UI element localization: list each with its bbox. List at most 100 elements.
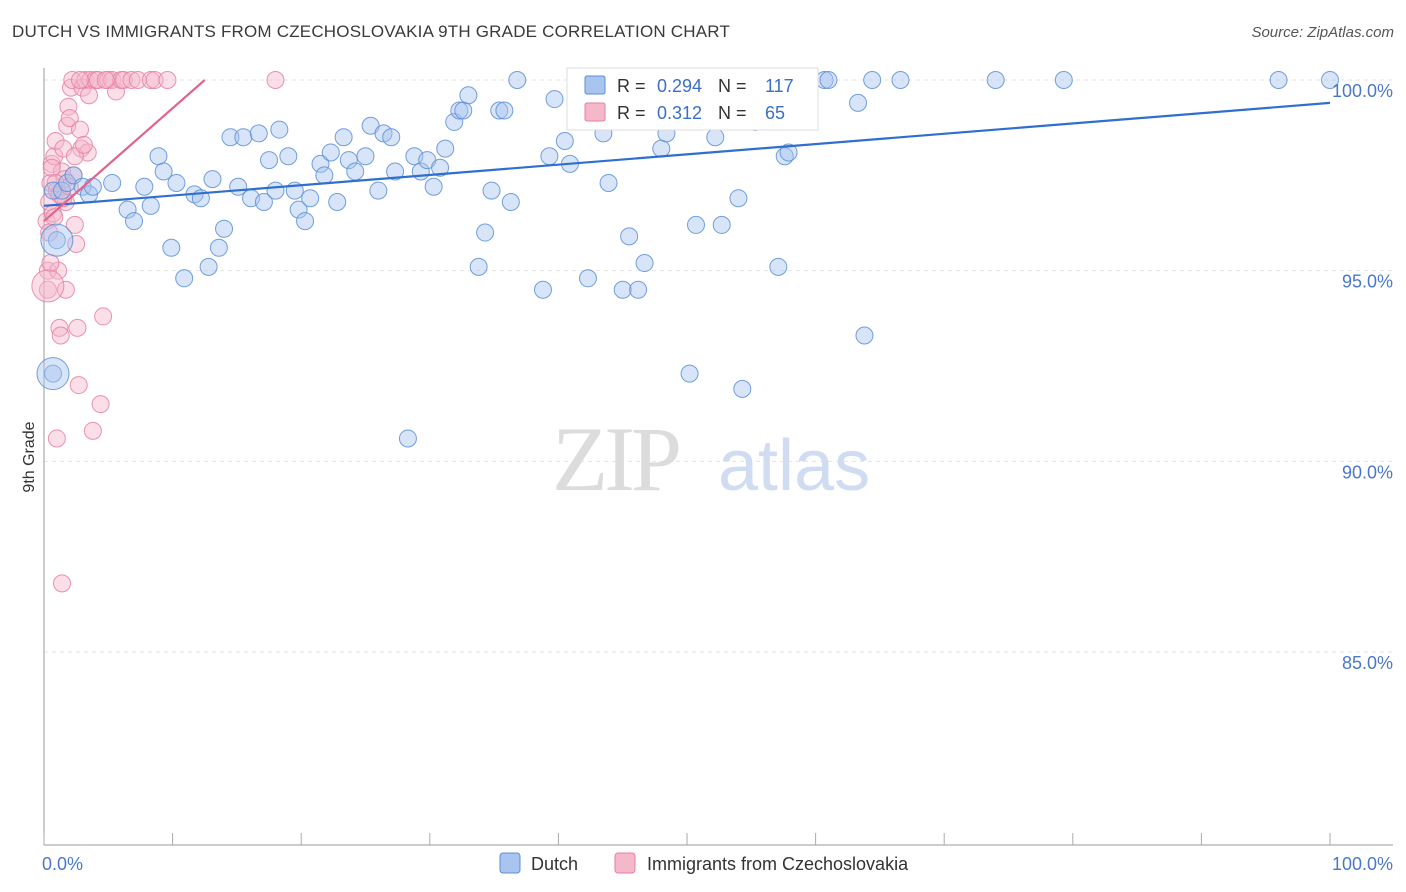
- watermark: ZIP atlas: [552, 408, 870, 510]
- dutch-point: [540, 147, 559, 166]
- dutch-point: [495, 101, 514, 120]
- chart-title: DUTCH VS IMMIGRANTS FROM CZECHOSLOVAKIA …: [12, 22, 731, 41]
- dutch-point: [620, 227, 639, 246]
- czech-point: [158, 71, 177, 89]
- dutch-point: [47, 231, 66, 250]
- dutch-point: [986, 71, 1005, 89]
- dutch-point: [1321, 71, 1339, 89]
- dutch-point: [578, 269, 597, 288]
- y-tick-label-1: 95.0%: [1342, 272, 1393, 292]
- dutch-point: [328, 193, 347, 212]
- dutch-point: [58, 173, 77, 192]
- czech-point: [59, 97, 78, 116]
- czech-point: [145, 71, 164, 89]
- dutch-point: [863, 71, 882, 89]
- y-tick-label-2: 90.0%: [1342, 462, 1393, 482]
- dutch-point: [508, 71, 527, 89]
- dutch-point: [339, 151, 358, 170]
- dutch-point: [469, 257, 488, 276]
- dutch-point: [254, 193, 273, 212]
- dutch-point: [599, 173, 618, 192]
- dutch-point: [545, 90, 564, 109]
- bottom-legend-czech-swatch: [614, 852, 636, 874]
- dutch-point: [635, 254, 654, 273]
- dutch-point: [501, 193, 520, 212]
- czech-r-value: 0.312: [657, 103, 702, 123]
- czech-point: [45, 147, 64, 166]
- czech-point: [54, 189, 73, 208]
- y-axis-label: 9th Grade: [21, 421, 38, 492]
- czech-point: [40, 223, 59, 242]
- czech-point: [63, 71, 82, 89]
- source-label: Source: ZipAtlas.com: [1251, 24, 1394, 41]
- dutch-point: [167, 173, 186, 192]
- x-tick-label-max: 100.0%: [1332, 854, 1393, 874]
- czech-point: [68, 318, 87, 337]
- dutch-point: [221, 128, 240, 147]
- dutch-point: [533, 280, 552, 299]
- dutch-point: [141, 196, 160, 215]
- dutch-point: [819, 71, 838, 89]
- dutch-point: [891, 71, 910, 89]
- czech-point: [71, 71, 90, 89]
- dutch-n-value: 117: [765, 76, 794, 96]
- dutch-point: [398, 429, 417, 448]
- czech-point: [81, 71, 100, 89]
- czech-point: [83, 421, 102, 440]
- czech-point: [41, 254, 60, 273]
- dutch-point: [346, 162, 365, 181]
- dutch-point: [44, 364, 63, 383]
- dutch-point: [382, 128, 401, 147]
- dutch-point: [203, 170, 222, 189]
- dutch-point: [629, 280, 648, 299]
- x-ticks: [43, 833, 1331, 845]
- czech-r-label: R =: [617, 103, 646, 123]
- czech-point: [69, 376, 88, 395]
- dutch-point: [454, 101, 473, 120]
- czech-point: [46, 132, 65, 151]
- czech-point: [53, 574, 72, 593]
- y-tick-label-3: 85.0%: [1342, 653, 1393, 673]
- dutch-point: [436, 139, 455, 158]
- czech-point: [91, 395, 110, 414]
- dutch-point: [154, 162, 173, 181]
- dutch-point-large: [40, 223, 74, 257]
- y-tick-label-0: 100.0%: [1332, 81, 1393, 101]
- watermark-zip: ZIP: [552, 408, 679, 510]
- dutch-point: [652, 139, 671, 158]
- grid: [44, 79, 1393, 653]
- czech-point: [60, 109, 79, 128]
- dutch-point: [386, 162, 405, 181]
- dutch-r-label: R =: [617, 76, 646, 96]
- dutch-point: [555, 132, 574, 151]
- dutch-point: [125, 212, 144, 231]
- czech-n-label: N =: [718, 103, 747, 123]
- stats-legend: R = 0.294 N = 117 R = 0.312 N = 65: [566, 67, 819, 131]
- dutch-point: [613, 280, 632, 299]
- dutch-point: [118, 200, 137, 219]
- dutch-point: [301, 189, 320, 208]
- dutch-n-label: N =: [718, 76, 747, 96]
- y-tick-labels: 100.0% 95.0% 90.0% 85.0%: [1332, 81, 1393, 673]
- dutch-point: [476, 223, 495, 242]
- czech-trend-line: [43, 79, 206, 222]
- dutch-point: [706, 128, 725, 147]
- czech-point: [71, 120, 90, 139]
- dutch-point: [260, 151, 279, 170]
- czech-point: [50, 318, 69, 337]
- dutch-point: [769, 257, 788, 276]
- czech-point: [47, 429, 66, 448]
- czech-point: [122, 71, 141, 89]
- czech-point: [49, 261, 68, 280]
- dutch-point: [450, 101, 469, 120]
- czech-point: [96, 71, 115, 89]
- bottom-legend-czech-label: Immigrants from Czechoslovakia: [647, 854, 909, 874]
- czech-point: [94, 307, 113, 326]
- dutch-point: [482, 181, 501, 200]
- dutch-point: [431, 158, 450, 177]
- dutch-point: [687, 215, 706, 234]
- dutch-point: [149, 147, 168, 166]
- czech-point: [89, 71, 108, 89]
- czech-point: [76, 71, 95, 89]
